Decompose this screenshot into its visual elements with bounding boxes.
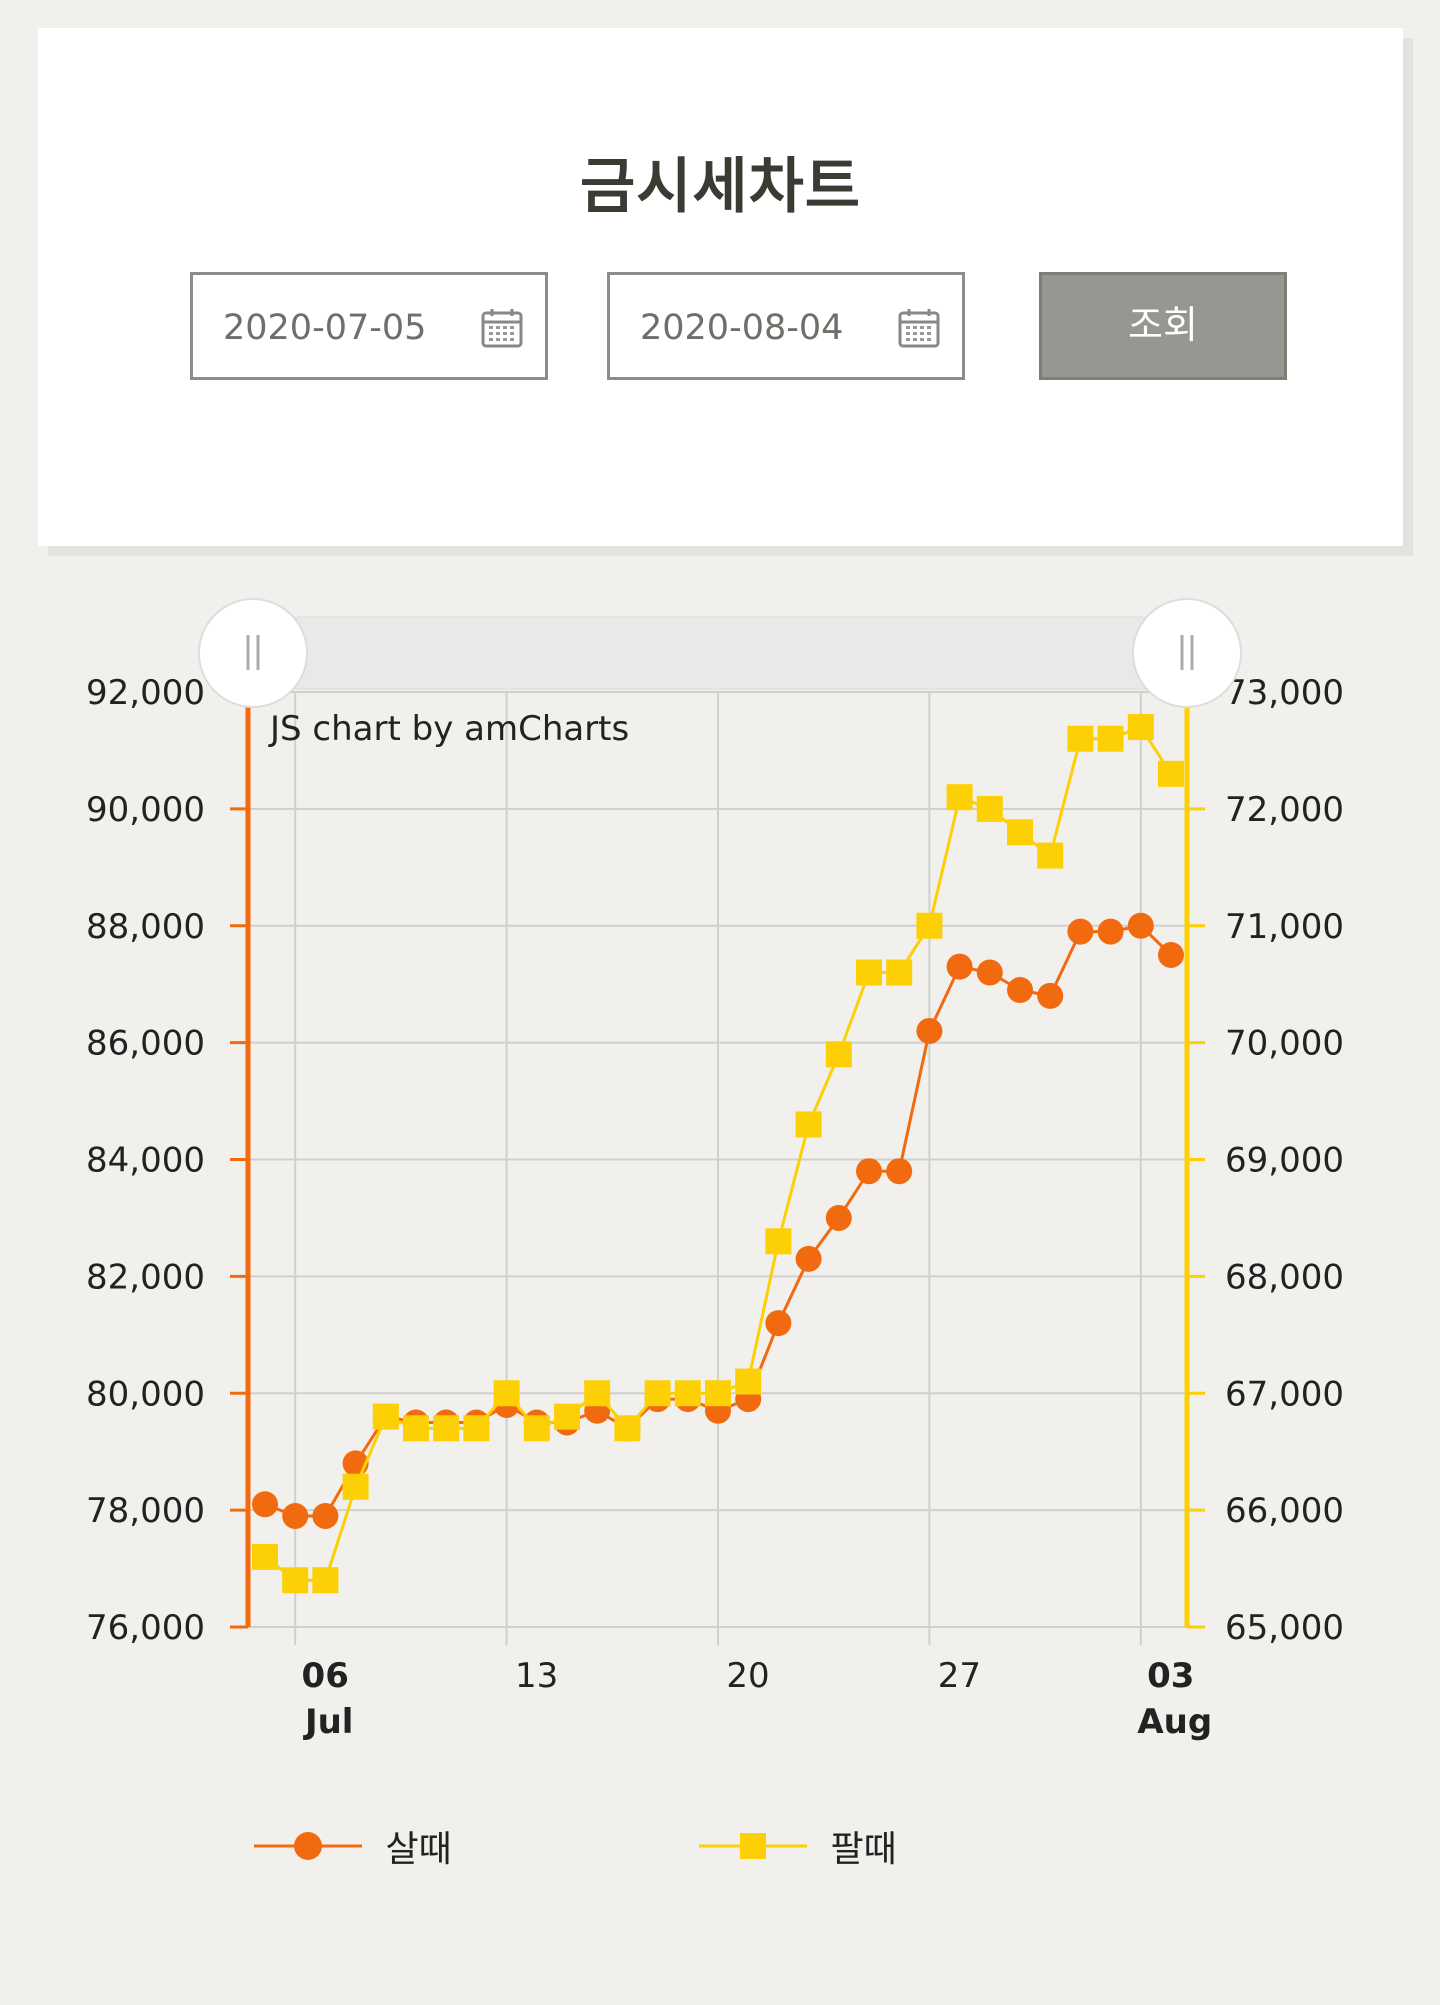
left-axis-label: 86,000: [86, 1024, 205, 1064]
right-axis-label: 72,000: [1225, 790, 1344, 830]
data-point-sell: [282, 1567, 309, 1594]
data-point-buy: [282, 1502, 309, 1529]
data-point-sell: [554, 1403, 580, 1430]
start-date-value: 2020-07-05: [223, 308, 427, 348]
data-point-buy: [856, 1158, 882, 1185]
right-axis-label: 70,000: [1225, 1024, 1344, 1064]
data-point-sell: [916, 912, 943, 939]
right-axis-label: 68,000: [1225, 1257, 1344, 1297]
page-title: 금시세차트: [580, 152, 861, 222]
data-point-sell: [1158, 760, 1184, 787]
grip-handle: [198, 598, 308, 708]
data-point-sell: [825, 1041, 852, 1068]
data-point-sell: [372, 1403, 399, 1430]
search-button[interactable]: 조회: [1039, 272, 1287, 380]
right-axis-label: 67,000: [1225, 1374, 1344, 1414]
data-point-sell: [1037, 842, 1064, 869]
right-axis-label: 69,000: [1225, 1141, 1344, 1181]
x-axis-label: 27: [938, 1656, 981, 1696]
data-point-buy: [1127, 912, 1154, 939]
data-point-buy: [1158, 941, 1184, 968]
calendar-icon[interactable]: [898, 307, 940, 349]
data-point-sell: [644, 1380, 671, 1407]
data-point-sell: [886, 959, 913, 986]
left-axis-label: 80,000: [86, 1374, 205, 1414]
x-axis-month-label: Aug: [1137, 1702, 1212, 1742]
data-point-sell: [252, 1543, 278, 1570]
x-axis-label: 03: [1147, 1656, 1194, 1696]
left-axis-label: 78,000: [86, 1491, 205, 1531]
right-axis-label: 73,000: [1225, 673, 1344, 713]
data-point-sell: [463, 1415, 490, 1442]
data-point-sell: [614, 1415, 641, 1442]
data-point-buy: [795, 1245, 822, 1272]
data-point-buy: [1097, 918, 1124, 945]
data-point-buy: [946, 953, 973, 980]
right-axis-label: 66,000: [1225, 1491, 1344, 1531]
data-point-sell: [523, 1415, 550, 1442]
data-point-buy: [252, 1491, 278, 1518]
data-point-sell: [856, 959, 882, 986]
data-point-buy: [886, 1158, 913, 1185]
data-point-sell: [735, 1368, 762, 1395]
x-axis-label: 13: [515, 1656, 558, 1696]
data-point-buy: [312, 1502, 339, 1529]
data-point-sell: [1067, 725, 1094, 752]
x-axis-label: 20: [726, 1656, 769, 1696]
data-point-sell: [403, 1415, 429, 1442]
data-point-sell: [765, 1228, 792, 1255]
left-axis-label: 92,000: [86, 673, 205, 713]
data-point-buy: [1037, 982, 1064, 1009]
data-point-sell: [976, 795, 1003, 822]
legend-item-buy[interactable]: 살때: [252, 1820, 452, 1872]
gold-price-chart: JS chart by amCharts 76,000 78,000 80,000 82…: [86, 598, 1344, 1742]
x-axis-label: 06: [302, 1656, 349, 1696]
calendar-icon[interactable]: [481, 307, 523, 349]
right-axis-label: 65,000: [1225, 1608, 1344, 1648]
scrollbar-grip-left[interactable]: [198, 598, 308, 708]
data-point-sell: [493, 1380, 520, 1407]
data-point-sell: [342, 1473, 369, 1500]
legend-sell-marker: [699, 1833, 807, 1859]
data-point-sell: [795, 1111, 822, 1138]
chart-scrollbar: [252, 616, 1188, 690]
data-point-sell: [705, 1380, 731, 1407]
data-point-buy: [916, 1017, 943, 1044]
data-point-sell: [674, 1380, 701, 1407]
data-point-buy: [976, 959, 1003, 986]
data-point-sell: [433, 1415, 460, 1442]
start-date-input[interactable]: 2020-07-05: [190, 272, 548, 380]
data-point-sell: [1097, 725, 1124, 752]
left-axis-label: 82,000: [86, 1257, 205, 1297]
legend-buy-label: 살때: [385, 1829, 452, 1870]
scrollbar-grip-right[interactable]: [1132, 598, 1242, 708]
data-point-buy: [1007, 977, 1033, 1004]
left-axis-label: 84,000: [86, 1141, 205, 1181]
x-axis-month-label: Jul: [303, 1702, 354, 1742]
left-axis-label: 76,000: [86, 1608, 205, 1648]
data-point-buy: [765, 1310, 792, 1337]
header-card: 금시세차트 2020-07-05 ~ 2020-08-04: [38, 28, 1403, 546]
right-axis-label: 71,000: [1225, 907, 1344, 947]
data-point-sell: [312, 1567, 339, 1594]
end-date-input[interactable]: 2020-08-04: [607, 272, 965, 380]
end-date-value: 2020-08-04: [640, 308, 844, 348]
data-point-buy: [1067, 918, 1094, 945]
left-axis-label: 88,000: [86, 907, 205, 947]
data-point-sell: [1007, 819, 1033, 846]
grip-handle: [1132, 598, 1242, 708]
legend-sell-label: 팔때: [830, 1829, 897, 1870]
legend-item-sell[interactable]: 팔때: [697, 1820, 897, 1872]
data-point-buy: [825, 1204, 852, 1231]
watermark-text: JS chart by amCharts: [268, 709, 629, 749]
data-point-sell: [946, 784, 973, 811]
left-axis-label: 90,000: [86, 790, 205, 830]
data-point-sell: [584, 1380, 611, 1407]
data-point-sell: [1127, 714, 1154, 741]
legend-buy-marker: [254, 1832, 362, 1860]
